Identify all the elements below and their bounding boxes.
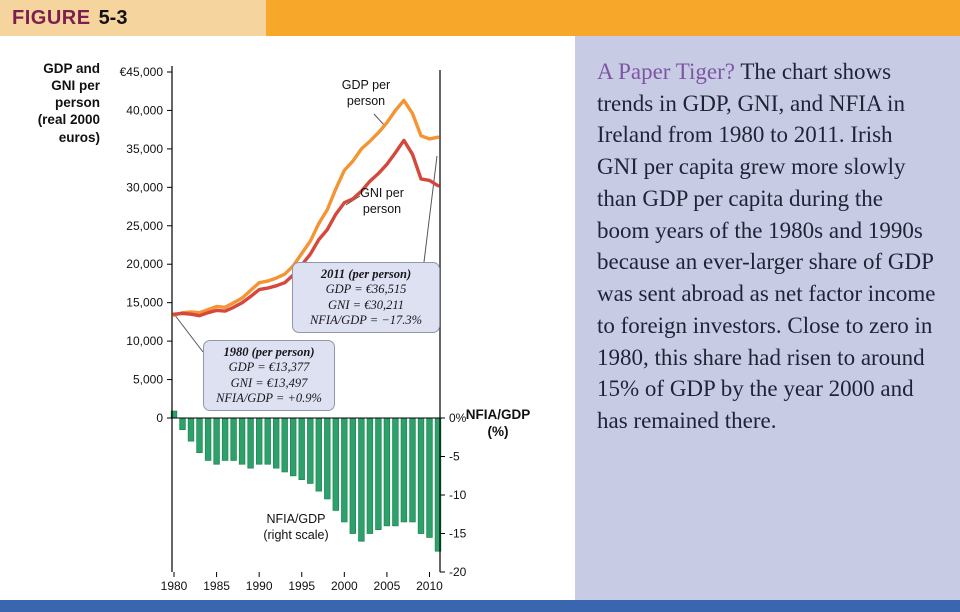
figure-word: FIGURE bbox=[12, 6, 91, 29]
ireland-gdp-gni-nfia-chart: €45,000 40,000 35,000 30,000 25,000 20,000 15,… bbox=[120, 65, 467, 593]
gdp-line bbox=[172, 98, 440, 317]
svg-text:2005: 2005 bbox=[374, 579, 401, 593]
annotation-2011-gdp: GDP = €36,515 bbox=[325, 282, 407, 297]
annotation-2011-gni: GNI = €30,211 bbox=[328, 297, 404, 312]
svg-text:1980: 1980 bbox=[161, 579, 188, 593]
svg-text:30,000: 30,000 bbox=[126, 180, 163, 194]
x-axis-ticks: 1980 1985 1990 1995 2000 2005 2010 bbox=[161, 572, 443, 593]
figure-label-strip: FIGURE 5-3 bbox=[0, 0, 266, 36]
caption-lead: A Paper Tiger? bbox=[597, 59, 735, 84]
right-axis-ticks: 0% -5 -10 -15 -20 bbox=[440, 411, 467, 579]
annotation-1980: 1980 (per person) GDP = €13,377 GNI = €1… bbox=[203, 340, 335, 411]
annotation-2011: 2011 (per person) GDP = €36,515 GNI = €3… bbox=[292, 262, 440, 333]
svg-text:1995: 1995 bbox=[288, 579, 315, 593]
svg-text:2000: 2000 bbox=[331, 579, 358, 593]
annotation-2011-nfia: NFIA/GDP = −17.3% bbox=[309, 312, 423, 327]
svg-text:15,000: 15,000 bbox=[126, 296, 163, 310]
bottom-accent-bar bbox=[0, 600, 960, 612]
svg-text:2010: 2010 bbox=[416, 579, 443, 593]
svg-text:-15: -15 bbox=[449, 527, 467, 541]
left-axis-title: GDP and GNI per person (real 2000 euros) bbox=[37, 61, 100, 145]
gni-line bbox=[172, 138, 440, 318]
svg-text:5,000: 5,000 bbox=[133, 373, 163, 387]
svg-text:35,000: 35,000 bbox=[126, 142, 163, 156]
svg-text:€45,000: €45,000 bbox=[120, 65, 164, 79]
figure-number: 5-3 bbox=[98, 6, 128, 29]
svg-text:-5: -5 bbox=[449, 450, 460, 464]
svg-text:-20: -20 bbox=[449, 565, 467, 579]
svg-text:1985: 1985 bbox=[203, 579, 230, 593]
svg-text:40,000: 40,000 bbox=[126, 103, 163, 117]
gni-series-label: GNI per person bbox=[360, 186, 404, 216]
annotation-1980-title: 1980 (per person) bbox=[223, 345, 315, 359]
header-orange-bar bbox=[266, 0, 960, 36]
caption-text: A Paper Tiger? The chart shows trends in… bbox=[597, 56, 938, 437]
svg-text:20,000: 20,000 bbox=[126, 257, 163, 271]
caption-panel: A Paper Tiger? The chart shows trends in… bbox=[575, 36, 960, 600]
annotation-1980-gdp: GDP = €13,377 bbox=[228, 360, 310, 375]
caption-body: The chart shows trends in GDP, GNI, and … bbox=[597, 59, 936, 434]
svg-text:-10: -10 bbox=[449, 488, 467, 502]
axis-lines bbox=[171, 66, 441, 572]
svg-text:0%: 0% bbox=[449, 411, 467, 425]
annotation-2011-title: 2011 (per person) bbox=[320, 267, 412, 281]
svg-text:25,000: 25,000 bbox=[126, 219, 163, 233]
svg-text:10,000: 10,000 bbox=[126, 334, 163, 348]
left-axis-ticks: €45,000 40,000 35,000 30,000 25,000 20,000 15,… bbox=[120, 65, 172, 425]
nfia-series-label: NFIA/GDP (right scale) bbox=[263, 512, 329, 542]
svg-text:0: 0 bbox=[156, 411, 163, 425]
right-axis-title: NFIA/GDP (%) bbox=[465, 407, 531, 440]
annotation-1980-nfia: NFIA/GDP = +0.9% bbox=[216, 390, 322, 405]
gdp-series-label: GDP per person bbox=[341, 78, 391, 108]
svg-text:1990: 1990 bbox=[246, 579, 273, 593]
annotation-1980-gni: GNI = €13,497 bbox=[230, 375, 308, 390]
chart-area: €45,000 40,000 35,000 30,000 25,000 20,000 15,… bbox=[0, 36, 575, 600]
